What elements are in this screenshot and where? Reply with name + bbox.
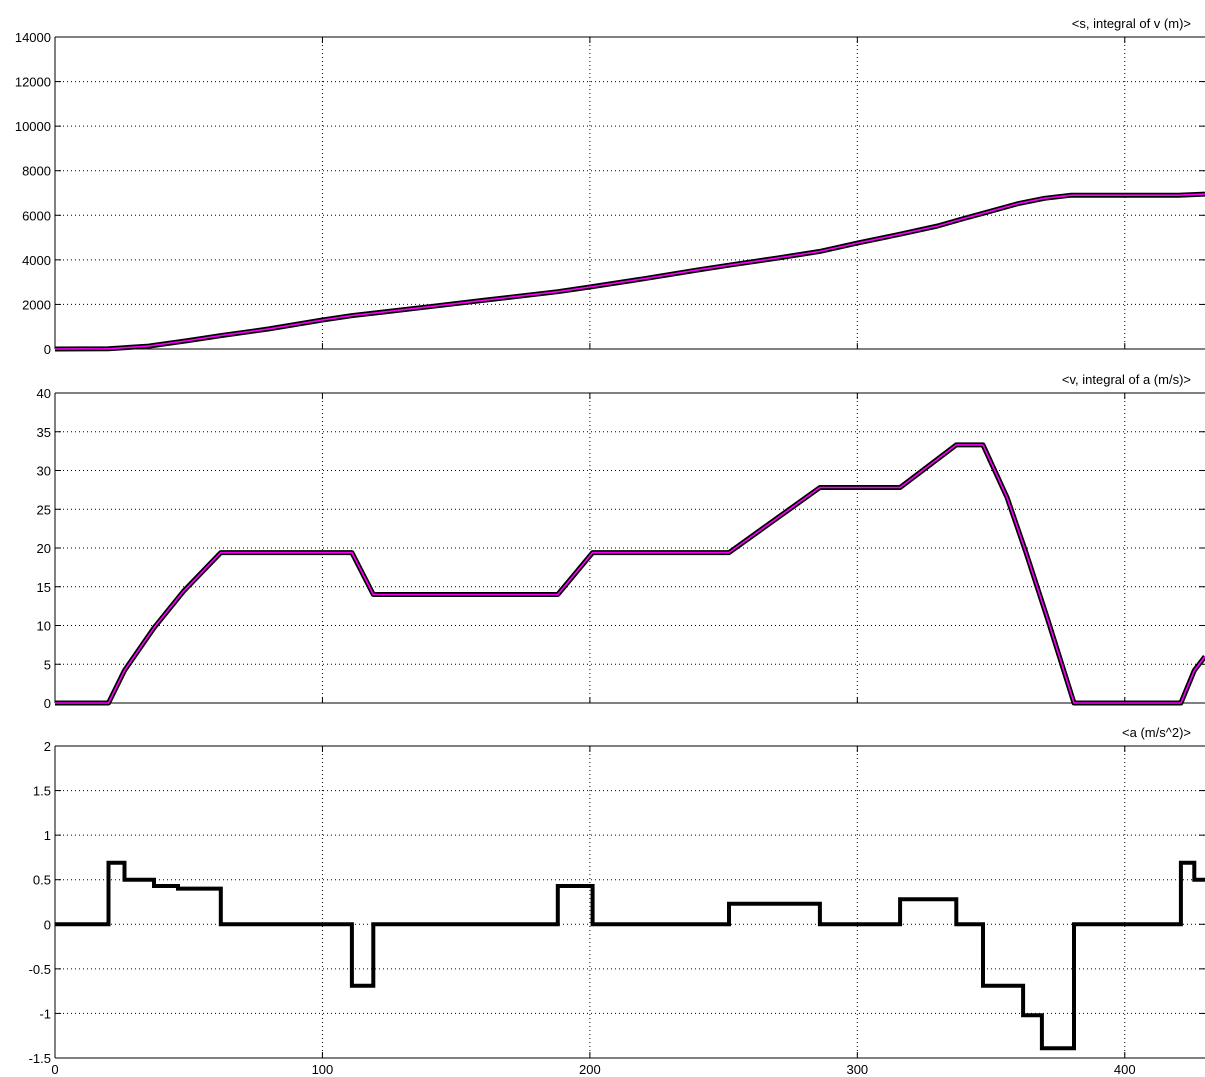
series-line [55, 860, 1205, 1051]
y-tick-label: 14000 [15, 30, 51, 45]
panel-title: <a (m/s^2)> [1122, 725, 1191, 740]
y-tick-label: 10000 [15, 119, 51, 134]
y-tick-label: 15 [37, 580, 51, 595]
y-tick-label: 35 [37, 425, 51, 440]
plot-panel-2: 0 5 10 15 20 25 30 35 40 <v, integral of a (m/s)> [37, 372, 1205, 711]
y-tick-label: 1.5 [33, 784, 51, 799]
y-tick-label: 0 [44, 696, 51, 711]
x-tick-label: 400 [1114, 1062, 1136, 1077]
y-tick-label: 0 [44, 342, 51, 357]
plot-panel-1: 0 2000 4000 6000 8000 10000 12000 14000 <s, inte… [15, 16, 1205, 357]
panel-title: <v, integral of a (m/s)> [1062, 372, 1191, 387]
y-tick-label: 40 [37, 386, 51, 401]
y-tick-label: 2 [44, 739, 51, 754]
series-line [54, 193, 1205, 350]
y-tick-label: 25 [37, 502, 51, 517]
x-tick-label: 300 [846, 1062, 868, 1077]
y-tick-label: 30 [37, 464, 51, 479]
y-tick-label: -0.5 [29, 962, 51, 977]
series-line [55, 444, 1205, 704]
y-tick-label: 10 [37, 619, 51, 634]
y-tick-label: 5 [44, 657, 51, 672]
panel-title: <s, integral of v (m)> [1072, 16, 1191, 31]
y-tick-label: 2000 [22, 297, 51, 312]
y-tick-label: 8000 [22, 164, 51, 179]
y-tick-label: 12000 [15, 75, 51, 90]
axes-background [55, 746, 1205, 1058]
y-tick-label: 1 [44, 828, 51, 843]
plot-panel-3: -1.5 -1 -0.5 0 0.5 1 1.5 2 0 100 200 300 400 <a (m/s^… [29, 725, 1205, 1077]
y-tick-label: 0 [44, 917, 51, 932]
x-tick-label: 100 [312, 1062, 334, 1077]
axes-background [55, 37, 1205, 349]
y-tick-label: 6000 [22, 208, 51, 223]
y-tick-label: -1.5 [29, 1051, 51, 1066]
y-tick-label: 4000 [22, 253, 51, 268]
y-tick-label: 20 [37, 541, 51, 556]
x-tick-label: 0 [51, 1062, 58, 1077]
x-tick-label: 200 [579, 1062, 601, 1077]
y-tick-label: -1 [39, 1006, 51, 1021]
axes-background [55, 393, 1205, 703]
y-tick-label: 0.5 [33, 873, 51, 888]
